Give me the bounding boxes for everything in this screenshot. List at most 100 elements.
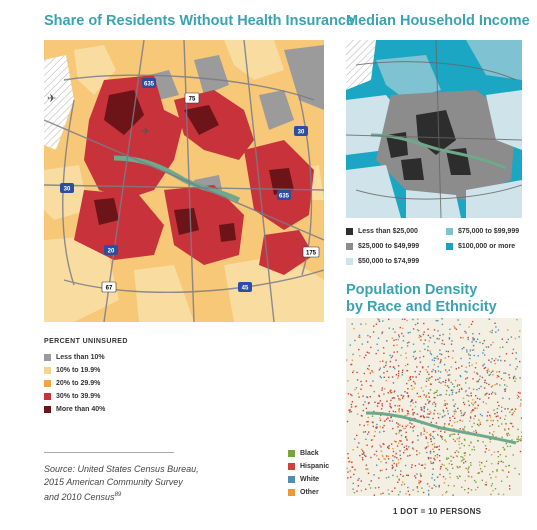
- population-dot: [514, 380, 516, 382]
- population-dot: [432, 462, 434, 465]
- population-dot: [484, 366, 487, 369]
- population-dot: [427, 349, 429, 352]
- population-dot: [406, 370, 409, 372]
- population-dot: [483, 339, 485, 342]
- population-dot: [512, 376, 515, 378]
- population-dot: [411, 464, 413, 466]
- population-dot: [456, 438, 458, 440]
- population-dot: [409, 454, 411, 457]
- population-dot: [440, 359, 442, 361]
- population-dot: [503, 449, 506, 451]
- population-dot: [435, 446, 437, 448]
- population-dot: [398, 462, 400, 464]
- population-dot: [497, 359, 499, 361]
- population-dot: [472, 409, 475, 411]
- population-dot: [436, 337, 438, 340]
- population-dot: [483, 363, 485, 365]
- population-dot: [422, 367, 424, 369]
- population-dot: [477, 380, 480, 382]
- population-dot: [473, 417, 475, 420]
- population-dot: [356, 490, 358, 492]
- population-dot: [397, 459, 400, 461]
- population-dot: [458, 437, 460, 440]
- population-dot: [467, 487, 470, 490]
- population-dot: [519, 405, 522, 407]
- density-dot-map: [346, 318, 522, 496]
- population-dot: [412, 448, 415, 450]
- population-dot: [479, 375, 481, 377]
- population-dot: [500, 480, 503, 482]
- population-dot: [491, 433, 494, 435]
- population-dot: [405, 438, 408, 440]
- population-dot: [412, 427, 414, 429]
- population-dot: [483, 367, 485, 370]
- population-dot: [461, 442, 463, 445]
- population-dot: [401, 318, 404, 320]
- population-dot: [354, 339, 356, 342]
- population-dot: [446, 389, 448, 392]
- population-dot: [484, 465, 486, 468]
- population-dot: [374, 487, 377, 489]
- population-dot: [446, 457, 448, 459]
- population-dot: [394, 331, 396, 333]
- population-dot: [412, 430, 414, 432]
- population-dot: [372, 380, 374, 382]
- population-dot: [423, 407, 425, 410]
- population-dot: [497, 401, 499, 403]
- population-dot: [423, 406, 425, 408]
- population-dot: [387, 489, 389, 491]
- population-dot: [489, 438, 491, 441]
- population-dot: [435, 379, 437, 381]
- population-dot: [433, 484, 435, 486]
- population-dot: [495, 436, 497, 438]
- population-dot: [455, 368, 457, 370]
- population-dot: [352, 488, 354, 490]
- density-legend-item: Hispanic: [288, 463, 329, 470]
- population-dot: [371, 439, 374, 441]
- population-dot: [490, 393, 493, 395]
- population-dot: [444, 404, 446, 407]
- population-dot: [494, 488, 497, 490]
- population-dot: [506, 435, 509, 437]
- legend-swatch: [346, 258, 353, 265]
- population-dot: [464, 489, 466, 491]
- population-dot: [471, 476, 473, 478]
- legend-swatch: [288, 450, 295, 457]
- population-dot: [517, 396, 520, 398]
- population-dot: [484, 451, 486, 453]
- population-dot: [397, 423, 399, 425]
- population-dot: [511, 352, 514, 355]
- population-dot: [388, 376, 390, 378]
- population-dot: [471, 364, 473, 366]
- population-dot: [440, 436, 443, 438]
- population-dot: [381, 403, 383, 405]
- density-title-line2: by Race and Ethnicity: [346, 299, 497, 315]
- population-dot: [497, 451, 499, 453]
- population-dot: [420, 464, 423, 466]
- population-dot: [508, 434, 511, 436]
- population-dot: [379, 367, 381, 369]
- population-dot: [433, 363, 435, 366]
- population-dot: [395, 338, 397, 341]
- population-dot: [407, 332, 409, 334]
- population-dot: [442, 409, 444, 411]
- population-dot: [472, 388, 475, 390]
- population-dot: [368, 431, 370, 433]
- population-dot: [416, 450, 418, 452]
- population-dot: [480, 470, 483, 473]
- source-line: Source: United States Census Bureau,: [44, 464, 199, 474]
- population-dot: [417, 435, 419, 437]
- population-dot: [422, 427, 425, 429]
- population-dot: [422, 390, 424, 392]
- population-dot: [439, 394, 441, 396]
- legend-swatch: [44, 393, 51, 400]
- population-dot: [496, 411, 498, 414]
- population-dot: [473, 479, 476, 482]
- population-dot: [514, 337, 517, 340]
- population-dot: [376, 423, 378, 426]
- population-dot: [495, 358, 497, 360]
- population-dot: [397, 442, 400, 444]
- legend-swatch: [446, 228, 453, 235]
- population-dot: [397, 481, 399, 483]
- population-dot: [459, 475, 461, 478]
